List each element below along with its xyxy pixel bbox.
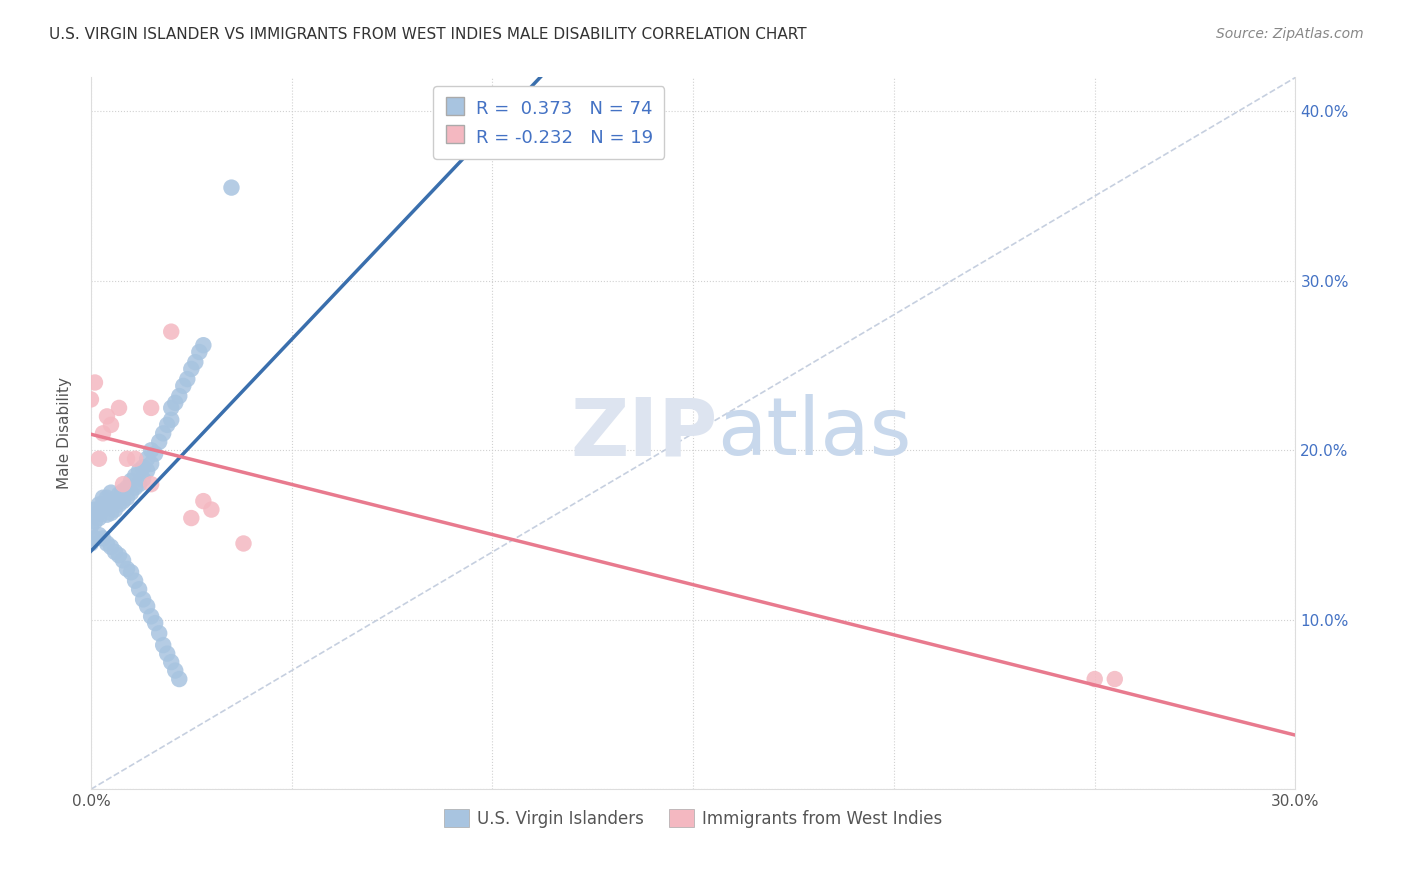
Legend: U.S. Virgin Islanders, Immigrants from West Indies: U.S. Virgin Islanders, Immigrants from W…: [437, 803, 949, 834]
Point: [141, 477, 163, 491]
Point: [136, 464, 159, 478]
Point: [124, 451, 146, 466]
Point: [160, 325, 183, 339]
Point: [112, 553, 135, 567]
Point: [80, 536, 103, 550]
Point: [167, 389, 190, 403]
Point: [132, 460, 155, 475]
Point: [84, 376, 107, 390]
Point: [120, 485, 142, 500]
Point: [165, 664, 187, 678]
Point: [167, 672, 190, 686]
Point: [193, 338, 215, 352]
Point: [104, 494, 127, 508]
Point: [1104, 672, 1126, 686]
Point: [143, 447, 166, 461]
Point: [165, 396, 187, 410]
Point: [160, 655, 183, 669]
Text: atlas: atlas: [717, 394, 911, 473]
Point: [141, 443, 163, 458]
Point: [91, 426, 114, 441]
Point: [80, 519, 103, 533]
Point: [84, 515, 107, 529]
Point: [180, 362, 202, 376]
Point: [148, 434, 170, 449]
Point: [200, 502, 222, 516]
Y-axis label: Male Disability: Male Disability: [58, 377, 72, 490]
Point: [100, 498, 122, 512]
Point: [80, 392, 103, 407]
Point: [115, 562, 138, 576]
Point: [112, 483, 135, 498]
Point: [104, 545, 127, 559]
Point: [87, 506, 110, 520]
Point: [108, 401, 131, 415]
Text: Source: ZipAtlas.com: Source: ZipAtlas.com: [1216, 27, 1364, 41]
Point: [124, 481, 146, 495]
Point: [124, 574, 146, 588]
Point: [160, 401, 183, 415]
Point: [91, 532, 114, 546]
Point: [120, 474, 142, 488]
Point: [124, 468, 146, 483]
Point: [136, 599, 159, 614]
Point: [87, 498, 110, 512]
Point: [156, 647, 179, 661]
Point: [91, 502, 114, 516]
Point: [112, 494, 135, 508]
Point: [108, 498, 131, 512]
Point: [184, 355, 207, 369]
Point: [132, 472, 155, 486]
Point: [160, 413, 183, 427]
Point: [188, 345, 211, 359]
Point: [100, 417, 122, 432]
Point: [193, 494, 215, 508]
Text: U.S. VIRGIN ISLANDER VS IMMIGRANTS FROM WEST INDIES MALE DISABILITY CORRELATION : U.S. VIRGIN ISLANDER VS IMMIGRANTS FROM …: [49, 27, 807, 42]
Point: [84, 502, 107, 516]
Point: [120, 566, 142, 580]
Point: [87, 511, 110, 525]
Point: [91, 498, 114, 512]
Point: [128, 582, 150, 597]
Point: [96, 491, 118, 505]
Point: [108, 549, 131, 563]
Point: [108, 487, 131, 501]
Point: [104, 502, 127, 516]
Point: [136, 451, 159, 466]
Point: [132, 592, 155, 607]
Point: [180, 511, 202, 525]
Point: [91, 491, 114, 505]
Point: [128, 477, 150, 491]
Point: [87, 528, 110, 542]
Point: [100, 540, 122, 554]
Point: [115, 491, 138, 505]
Point: [1084, 672, 1107, 686]
Point: [143, 616, 166, 631]
Point: [84, 532, 107, 546]
Point: [148, 626, 170, 640]
Point: [156, 417, 179, 432]
Point: [221, 180, 243, 194]
Point: [141, 401, 163, 415]
Point: [128, 464, 150, 478]
Point: [96, 536, 118, 550]
Point: [96, 409, 118, 424]
Point: [232, 536, 254, 550]
Point: [96, 508, 118, 522]
Point: [152, 426, 174, 441]
Point: [141, 609, 163, 624]
Point: [87, 451, 110, 466]
Point: [141, 457, 163, 471]
Point: [115, 451, 138, 466]
Point: [152, 638, 174, 652]
Point: [172, 379, 194, 393]
Point: [100, 485, 122, 500]
Point: [115, 481, 138, 495]
Text: ZIP: ZIP: [569, 394, 717, 473]
Point: [112, 477, 135, 491]
Point: [96, 499, 118, 513]
Point: [84, 508, 107, 522]
Point: [176, 372, 198, 386]
Point: [100, 506, 122, 520]
